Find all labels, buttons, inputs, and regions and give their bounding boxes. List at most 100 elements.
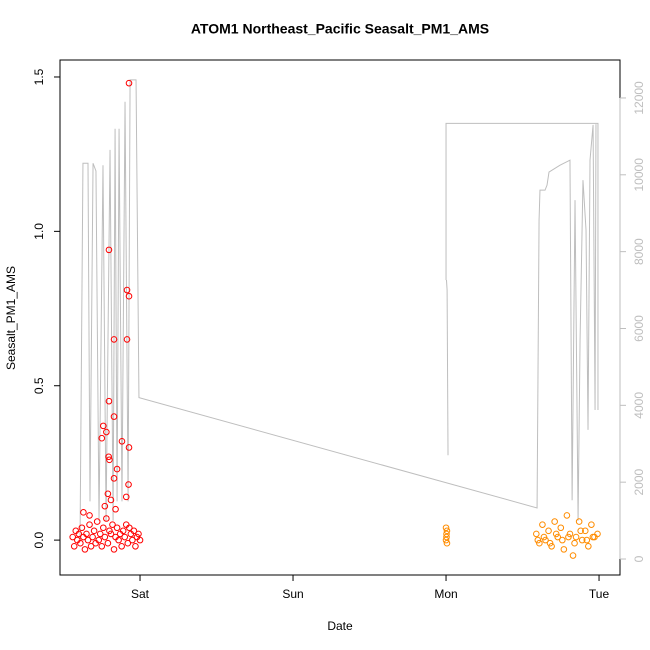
y2-tick-label: 6000 [632, 315, 646, 342]
point [443, 530, 450, 538]
point [110, 413, 118, 420]
point [81, 546, 89, 553]
point [87, 542, 95, 550]
point [107, 530, 115, 538]
point [536, 539, 543, 547]
point [105, 397, 113, 405]
point [110, 546, 118, 553]
point [104, 490, 112, 498]
point [135, 530, 142, 538]
point [534, 536, 542, 544]
line-series [79, 79, 599, 540]
point [122, 493, 130, 501]
y2-tick-label: 2000 [632, 469, 646, 496]
point [103, 428, 110, 436]
point [121, 533, 129, 541]
point [69, 533, 76, 541]
point [75, 530, 83, 538]
point [100, 422, 107, 430]
point [84, 536, 92, 544]
point [577, 527, 584, 535]
point [125, 481, 132, 488]
point [105, 453, 112, 461]
point [112, 505, 119, 513]
point [104, 539, 112, 547]
point [77, 539, 84, 547]
point [442, 536, 450, 544]
x-tick-label: Mon [434, 587, 457, 601]
point [443, 539, 451, 547]
point [132, 542, 139, 550]
point [119, 527, 127, 535]
point [118, 438, 126, 445]
y-tick-label: 0.0 [32, 531, 46, 548]
point [125, 79, 133, 87]
point [540, 533, 548, 541]
y2-tick-label: 8000 [632, 238, 646, 265]
point [130, 527, 138, 535]
point [70, 542, 78, 550]
point [125, 292, 133, 300]
point [559, 536, 566, 544]
point [106, 456, 113, 464]
point [123, 286, 131, 294]
y2-tick-label: 10000 [632, 158, 646, 192]
y2-tick-label: 12000 [632, 81, 646, 115]
point [578, 536, 586, 544]
point [83, 530, 90, 538]
point [113, 524, 121, 532]
x-tick-label: Sat [131, 587, 150, 601]
point [98, 542, 106, 550]
point [107, 496, 115, 504]
point [80, 509, 87, 516]
y2-tick-label: 0 [632, 555, 646, 562]
point [443, 533, 450, 541]
point [442, 524, 450, 532]
point [557, 524, 565, 532]
point [93, 518, 101, 525]
point [566, 530, 574, 538]
point [98, 434, 106, 442]
point [105, 246, 113, 254]
point [110, 336, 118, 343]
point [129, 536, 136, 544]
point [565, 533, 572, 541]
chart-title: ATOM1 Northeast_Pacific Seasalt_PM1_AMS [191, 21, 489, 37]
point [95, 536, 103, 544]
point [78, 524, 86, 532]
point [554, 533, 562, 541]
point [443, 527, 451, 535]
point [551, 518, 558, 525]
point [86, 512, 93, 519]
x-axis-label: Date [327, 619, 353, 633]
point [115, 536, 122, 544]
point [563, 512, 571, 519]
point [548, 542, 555, 550]
point [581, 527, 589, 535]
x-tick-label: Tue [589, 587, 610, 601]
point [96, 530, 104, 538]
point [125, 444, 133, 451]
point [546, 539, 554, 547]
y-tick-label: 1.5 [32, 68, 46, 85]
point [113, 465, 121, 473]
y-axis-label: Seasalt_PM1_AMS [4, 266, 18, 370]
point [124, 539, 132, 547]
point [110, 475, 118, 482]
point [545, 527, 552, 535]
y-tick-label: 0.5 [32, 377, 46, 394]
point [539, 521, 546, 528]
y-tick-label: 1.0 [32, 223, 46, 240]
point [571, 539, 578, 547]
point [86, 521, 93, 528]
point [533, 530, 540, 538]
point [126, 524, 133, 532]
point [101, 533, 109, 541]
point [136, 536, 144, 544]
y2-tick-label: 4000 [632, 392, 646, 419]
point [583, 536, 591, 544]
point [560, 546, 568, 553]
point [118, 542, 125, 550]
point [589, 533, 597, 541]
